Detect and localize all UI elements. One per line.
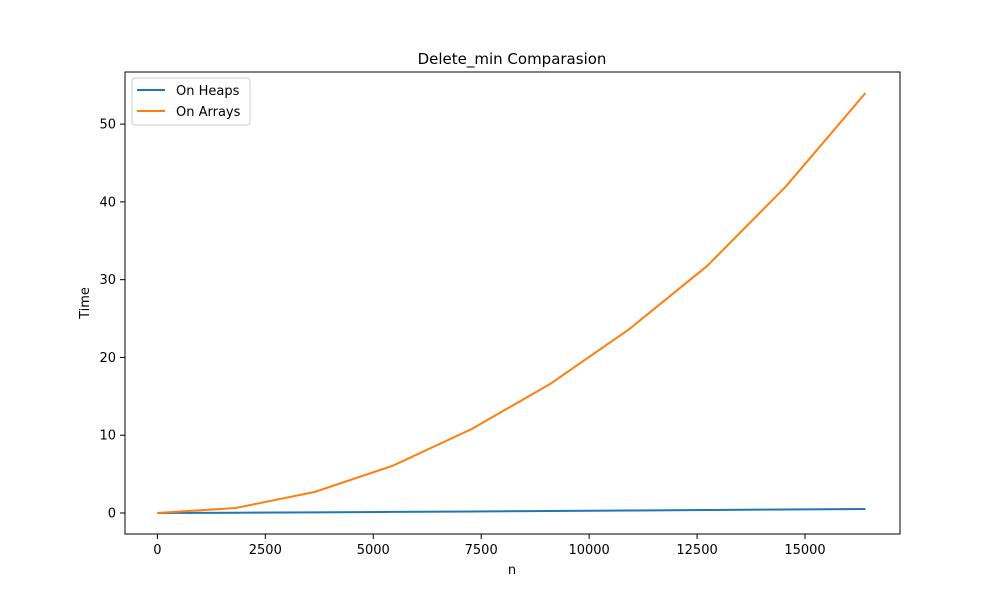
x-tick-label: 15000 (784, 543, 825, 558)
y-axis-ticks: 0 10 20 30 40 50 (99, 118, 125, 522)
y-tick-label: 50 (99, 118, 116, 133)
x-tick-label: 5000 (357, 543, 390, 558)
x-tick-label: 0 (153, 543, 161, 558)
legend-label-on-heaps: On Heaps (176, 84, 240, 99)
plot-area (125, 72, 900, 534)
y-tick-label: 10 (99, 429, 116, 444)
x-tick-label: 10000 (568, 543, 609, 558)
series-layer (157, 92, 867, 514)
x-tick-label: 2500 (249, 543, 282, 558)
x-tick-label: 12500 (676, 543, 717, 558)
y-tick-label: 40 (99, 195, 116, 210)
y-tick-label: 0 (108, 507, 116, 522)
x-axis-label: n (508, 563, 516, 578)
y-tick-label: 20 (99, 351, 116, 366)
y-axis-label: Time (78, 287, 93, 320)
legend: On Heaps On Arrays (131, 77, 251, 126)
plot-frame (124, 71, 901, 535)
x-tick-label: 7500 (465, 543, 498, 558)
chart-title: Delete_min Comparasion (418, 50, 607, 69)
legend-label-on-arrays: On Arrays (176, 105, 241, 120)
x-axis-ticks: 0 2500 5000 7500 10000 12500 15000 (153, 534, 826, 558)
y-tick-label: 30 (99, 273, 116, 288)
axes (124, 71, 901, 535)
series-line-on-arrays (157, 92, 867, 514)
series-line-on-heaps (157, 507, 866, 514)
